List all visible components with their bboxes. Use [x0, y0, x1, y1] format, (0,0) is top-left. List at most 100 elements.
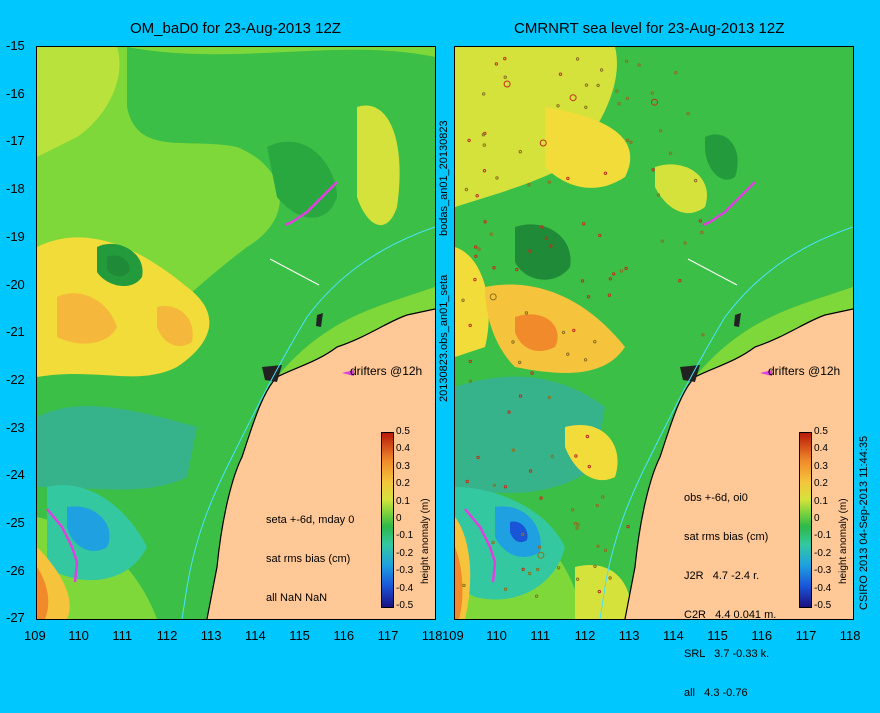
colorbar-tick-label: 0.5 [396, 426, 410, 437]
observation-marker [547, 395, 552, 400]
observation-marker [476, 455, 480, 460]
observation-marker [584, 83, 589, 87]
observation-marker [599, 68, 604, 72]
observation-marker [571, 508, 575, 512]
latitude-tick-label: -17 [6, 133, 25, 149]
observation-marker [474, 254, 478, 259]
observation-marker [521, 567, 525, 571]
observation-marker [495, 176, 499, 180]
observation-marker [517, 360, 522, 365]
observation-marker [668, 151, 673, 156]
observation-marker [491, 540, 495, 545]
observation-marker [701, 333, 705, 337]
observation-marker [461, 298, 465, 303]
observation-marker [539, 139, 547, 147]
observation-marker [624, 266, 628, 271]
observation-marker [503, 75, 507, 79]
colorbar-tick-label: 0.2 [814, 478, 828, 490]
longitude-tick-label: 117 [795, 628, 817, 643]
observation-marker [537, 551, 545, 559]
observation-marker [527, 183, 531, 187]
observation-marker [586, 295, 591, 299]
longitude-tick-label: 110 [486, 628, 507, 643]
observation-marker [607, 293, 612, 297]
latitude-tick-label: -16 [6, 85, 25, 101]
observation-marker [660, 239, 665, 243]
colorbar-tick-label: 0.1 [396, 495, 410, 507]
observation-marker [561, 330, 566, 335]
middle-label-upper: bodas_an01_20130823 [438, 120, 450, 236]
observation-marker [494, 62, 499, 66]
left-drifters-label: drifters @12h [350, 364, 423, 378]
latitude-tick-label: -20 [6, 276, 25, 292]
observation-marker [503, 485, 508, 489]
observation-marker [617, 101, 621, 106]
longitude-tick-label: 112 [574, 628, 596, 643]
observation-marker [569, 94, 577, 102]
latitude-tick-label: -18 [6, 181, 25, 197]
left-colorbar-label: height anomaly (m) [420, 498, 431, 584]
observation-marker [683, 241, 687, 245]
observation-marker [674, 70, 678, 75]
observation-marker [566, 352, 570, 356]
observation-marker [547, 180, 552, 184]
observation-marker [530, 371, 534, 375]
observation-marker [534, 594, 539, 598]
observation-marker [503, 80, 511, 88]
observation-marker [656, 193, 661, 197]
observation-marker [593, 340, 597, 344]
longitude-tick-label: 116 [751, 628, 773, 643]
observation-marker [492, 266, 496, 270]
observation-marker [467, 138, 471, 143]
observation-marker [558, 72, 563, 76]
longitude-tick-label: 112 [156, 628, 178, 643]
observation-marker [651, 98, 658, 106]
observation-marker [596, 544, 600, 548]
colorbar-tick-label: 0.4 [814, 443, 828, 455]
longitude-tick-label: 116 [333, 628, 355, 643]
observation-marker [475, 194, 479, 198]
left-stats-line: all NaN NaN [266, 592, 328, 604]
left-map-title: OM_baD0 for 23-Aug-2013 12Z [130, 20, 341, 37]
latitude-tick-label: -25 [6, 515, 25, 530]
observation-marker [637, 63, 641, 67]
colorbar-tick-label: 0.4 [396, 443, 410, 455]
observation-marker [698, 219, 703, 223]
observation-marker [566, 176, 570, 181]
longitude-tick-label: 118 [839, 628, 861, 643]
colorbar-tick-label: -0.5 [814, 600, 832, 611]
longitude-tick-label: 109 [24, 628, 46, 643]
latitude-tick-label: -19 [6, 228, 25, 244]
colorbar-tick-label: 0.5 [814, 426, 828, 437]
observation-marker [473, 277, 477, 282]
observation-marker [612, 272, 616, 276]
latitude-tick-label: -15 [6, 38, 25, 53]
observation-marker [492, 483, 496, 487]
observation-marker [550, 454, 555, 459]
colorbar-tick-label: -0.3 [396, 565, 414, 577]
observation-marker [700, 230, 704, 235]
observation-marker [507, 410, 511, 414]
observation-marker [624, 59, 629, 63]
colorbar-tick-label: -0.4 [814, 582, 832, 594]
right-stats-line: SRL 3.7 -0.33 k. [684, 648, 770, 660]
observation-marker [465, 479, 469, 484]
observation-marker [468, 359, 473, 364]
longitude-tick-label: 113 [200, 628, 222, 643]
observation-marker [573, 521, 578, 526]
observation-marker [629, 140, 633, 145]
observation-marker [482, 92, 486, 96]
observation-marker [483, 220, 487, 224]
observation-marker [587, 464, 592, 469]
longitude-tick-label: 115 [707, 628, 728, 643]
observation-marker [625, 96, 630, 101]
observation-marker [528, 249, 532, 253]
observation-marker [482, 143, 486, 147]
observation-marker [585, 434, 590, 439]
latitude-tick-label: -22 [6, 371, 25, 387]
observation-marker [536, 567, 540, 572]
credit-label: CSIRO 2013 04-Sep-2013 11:44:35 [858, 435, 870, 610]
colorbar-tick-label: -0.1 [814, 530, 832, 542]
right-drifters-label: drifters @12h [768, 364, 841, 378]
observation-marker [518, 394, 523, 398]
